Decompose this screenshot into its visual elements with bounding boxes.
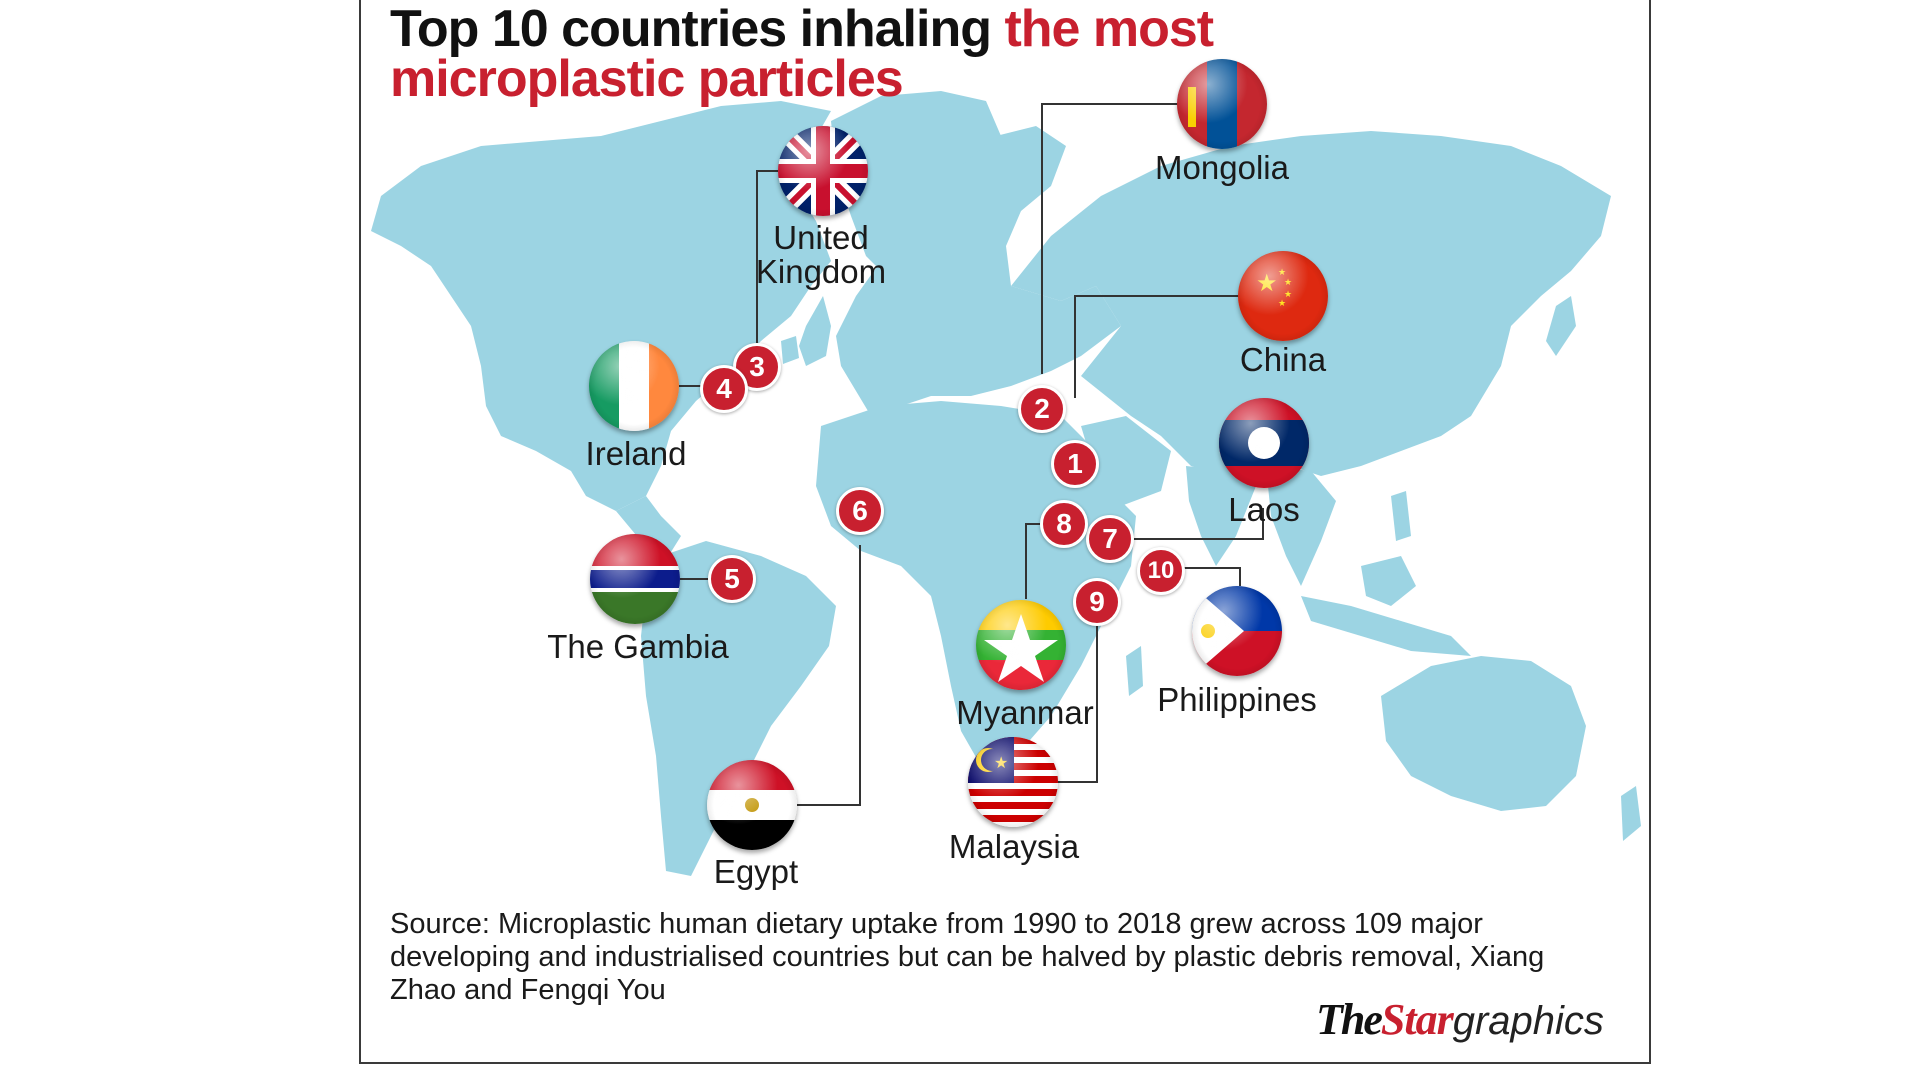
label-myanmar: Myanmar [956,694,1094,731]
rank-badge-10: 10 [1137,547,1185,595]
svg-text:★: ★ [994,753,1008,772]
indonesia-landmass [1301,596,1471,656]
africa-landmass [816,401,1136,766]
leader-line-laos [1110,508,1264,540]
the-star-graphics-logo: TheStargraphics [1316,996,1604,1045]
indochina-landmass [1266,466,1336,586]
label-ireland: Ireland [585,435,687,472]
label-united-kingdom: United Kingdom [756,221,886,289]
leader-line-uk [756,170,779,343]
svg-text:★: ★ [1256,269,1278,297]
rank-badge-4: 4 [700,365,748,413]
source-note: Source: Microplastic human dietary uptak… [390,908,1545,1006]
mongolia-flag-icon [1177,59,1267,149]
label-malaysia: Malaysia [948,828,1080,865]
label-uk-line-2: Kingdom [755,253,887,290]
title-part-1: Top 10 countries inhaling [390,0,1005,58]
australia-landmass [1381,656,1586,811]
label-mongolia: Mongolia [1155,149,1289,186]
philippines-flag-icon [1192,586,1282,676]
borneo-landmass [1361,556,1416,606]
label-egypt: Egypt [713,853,799,890]
laos-flag-icon [1219,398,1309,488]
rank-badge-8: 8 [1040,500,1088,548]
label-philippines: Philippines [1157,681,1317,718]
new-zealand-landmass [1621,786,1641,841]
label-the-gambia: The Gambia [547,628,729,665]
logo-the: The [1316,995,1383,1044]
infographic-frame: Top 10 countries inhaling the most microp… [359,0,1651,1064]
ireland-flag-icon [589,341,679,431]
infographic-title: Top 10 countries inhaling the most microp… [390,3,1214,105]
british-isles-landmass [799,296,831,366]
svg-text:★: ★ [1278,299,1286,309]
madagascar-landmass [1126,646,1143,696]
uk-flag-icon [778,126,868,216]
rank-badge-7: 7 [1086,515,1134,563]
gambia-flag-icon [590,534,680,624]
leader-line-mongolia [1041,103,1187,374]
svg-text:★: ★ [1284,278,1292,288]
label-laos: Laos [1228,491,1300,528]
japan-landmass [1546,296,1576,356]
leader-line-china [1074,295,1244,398]
logo-graphics: graphics [1452,999,1604,1043]
rank-badge-1: 1 [1051,440,1099,488]
rank-badge-5: 5 [708,555,756,603]
europe-landmass [836,126,1121,416]
ireland-landmass [781,336,799,364]
central-america-landmass [616,496,681,552]
rank-badge-6: 6 [836,487,884,535]
greenland-landmass [831,91,1001,281]
philippines-landmass [1391,491,1411,541]
label-uk-line-1: United [773,219,869,256]
leader-line-malaysia [1057,602,1098,783]
title-part-2-highlight: the most [1004,0,1214,58]
malaysia-flag-icon: ★ [968,737,1058,827]
label-china: China [1239,341,1327,378]
india-landmass [1186,466,1256,566]
world-map [371,91,1641,876]
svg-text:★: ★ [1284,290,1292,300]
north-america-landmass [371,101,831,511]
south-america-landmass [641,541,836,876]
title-part-3-highlight: microplastic particles [390,50,904,108]
egypt-flag-icon [707,760,797,850]
logo-star: Star [1380,995,1454,1044]
svg-text:★: ★ [1278,268,1286,278]
china-flag-icon: ★ ★ ★ ★ ★ [1238,251,1328,341]
leader-line-philippines [1161,567,1241,586]
leader-lines [679,103,1264,806]
leader-line-egypt [797,545,861,806]
myanmar-flag-icon [976,600,1066,690]
rank-badge-9: 9 [1073,578,1121,626]
rank-badge-2: 2 [1018,385,1066,433]
